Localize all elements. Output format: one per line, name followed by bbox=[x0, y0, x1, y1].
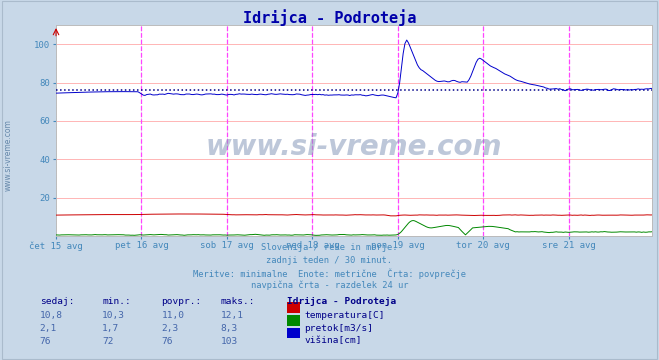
Text: Idrijca - Podroteja: Idrijca - Podroteja bbox=[243, 9, 416, 26]
Text: 76: 76 bbox=[161, 337, 173, 346]
Text: 8,3: 8,3 bbox=[221, 324, 238, 333]
Text: Meritve: minimalne  Enote: metrične  Črta: povprečje: Meritve: minimalne Enote: metrične Črta:… bbox=[193, 268, 466, 279]
Text: zadnji teden / 30 minut.: zadnji teden / 30 minut. bbox=[266, 256, 393, 265]
Text: www.si-vreme.com: www.si-vreme.com bbox=[4, 119, 13, 191]
Text: povpr.:: povpr.: bbox=[161, 297, 202, 306]
Text: sedaj:: sedaj: bbox=[40, 297, 74, 306]
Text: 103: 103 bbox=[221, 337, 238, 346]
Text: 11,0: 11,0 bbox=[161, 311, 185, 320]
Text: 1,7: 1,7 bbox=[102, 324, 119, 333]
Text: Idrijca - Podroteja: Idrijca - Podroteja bbox=[287, 297, 396, 306]
Text: min.:: min.: bbox=[102, 297, 131, 306]
Text: navpična črta - razdelek 24 ur: navpična črta - razdelek 24 ur bbox=[251, 281, 408, 290]
Text: višina[cm]: višina[cm] bbox=[304, 337, 362, 346]
Text: 2,3: 2,3 bbox=[161, 324, 179, 333]
Text: temperatura[C]: temperatura[C] bbox=[304, 311, 385, 320]
Text: 10,8: 10,8 bbox=[40, 311, 63, 320]
Text: pretok[m3/s]: pretok[m3/s] bbox=[304, 324, 374, 333]
Text: 72: 72 bbox=[102, 337, 113, 346]
Text: 12,1: 12,1 bbox=[221, 311, 244, 320]
Text: 2,1: 2,1 bbox=[40, 324, 57, 333]
Text: 10,3: 10,3 bbox=[102, 311, 125, 320]
Text: www.si-vreme.com: www.si-vreme.com bbox=[206, 133, 502, 161]
Text: Slovenija / reke in morje.: Slovenija / reke in morje. bbox=[261, 243, 398, 252]
Text: maks.:: maks.: bbox=[221, 297, 255, 306]
Text: 76: 76 bbox=[40, 337, 51, 346]
